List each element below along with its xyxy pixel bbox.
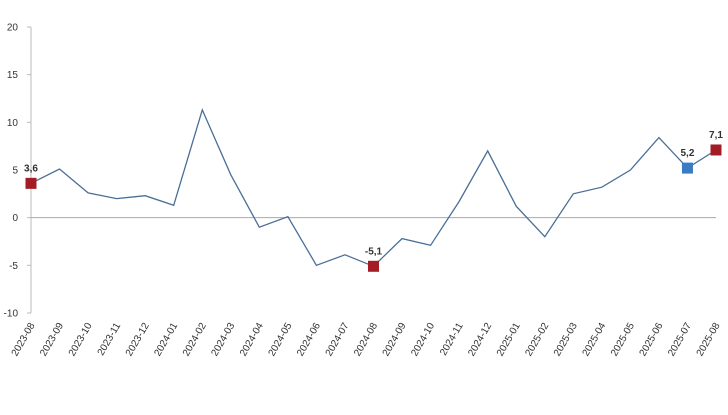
x-tick-label: 2023-12: [124, 321, 152, 359]
x-tick-label: 2023-11: [96, 321, 124, 358]
x-tick-label: 2025-02: [523, 321, 551, 359]
y-tick-label: 15: [7, 70, 19, 81]
y-tick-label: -5: [9, 261, 18, 272]
value-label: 5,2: [681, 148, 695, 159]
x-tick-label: 2024-11: [438, 321, 466, 358]
value-label: 7,1: [709, 130, 723, 141]
y-tick-label: 10: [7, 118, 19, 129]
marker: [368, 260, 379, 272]
x-tick-label: 2025-07: [666, 321, 694, 359]
x-tick-label: 2025-01: [495, 321, 523, 359]
x-tick-label: 2023-09: [38, 321, 66, 359]
y-tick-label: 20: [7, 23, 19, 34]
x-tick-label: 2023-10: [67, 321, 95, 359]
y-tick-label: 5: [12, 166, 18, 177]
marker: [681, 162, 693, 174]
value-label: 3,6: [24, 163, 38, 174]
x-tick-label: 2025-08: [695, 321, 723, 359]
marker: [710, 144, 722, 156]
x-tick-label: 2024-06: [295, 321, 323, 359]
y-tick-label: -10: [4, 309, 19, 320]
marker: [25, 177, 37, 189]
x-tick-label: 2025-04: [581, 321, 609, 359]
value-label: -5,1: [365, 246, 383, 257]
x-tick-label: 2024-09: [381, 321, 409, 359]
x-tick-label: 2024-02: [181, 321, 209, 359]
x-tick-label: 2024-08: [352, 321, 380, 359]
data-line: [30, 108, 717, 268]
x-tick-label: 2023-08: [10, 321, 38, 359]
x-tick-label: 2025-06: [638, 321, 666, 359]
x-tick-label: 2024-01: [152, 321, 180, 359]
x-tick-label: 2024-03: [210, 321, 238, 359]
x-tick-label: 2025-03: [552, 321, 580, 359]
x-tick-label: 2024-04: [238, 321, 266, 359]
y-tick-label: 0: [12, 213, 18, 224]
x-tick-label: 2024-05: [267, 321, 295, 359]
x-tick-label: 2024-10: [409, 321, 437, 359]
x-tick-label: 2025-05: [609, 321, 637, 359]
x-tick-label: 2024-07: [324, 321, 352, 359]
x-tick-label: 2024-12: [466, 321, 494, 359]
